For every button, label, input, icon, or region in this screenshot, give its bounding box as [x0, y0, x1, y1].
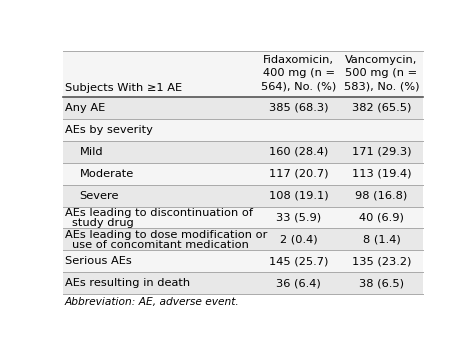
Text: Serious AEs: Serious AEs — [65, 256, 131, 266]
Text: 400 mg (n =: 400 mg (n = — [263, 68, 335, 78]
Text: 40 (6.9): 40 (6.9) — [359, 212, 404, 223]
Text: 382 (65.5): 382 (65.5) — [352, 103, 411, 113]
Text: 2 (0.4): 2 (0.4) — [280, 234, 318, 244]
Text: 564), No. (%): 564), No. (%) — [261, 81, 337, 91]
Text: 171 (29.3): 171 (29.3) — [352, 147, 411, 157]
Text: 98 (16.8): 98 (16.8) — [356, 191, 408, 201]
Text: AEs leading to dose modification or: AEs leading to dose modification or — [65, 230, 267, 240]
Text: Mild: Mild — [80, 147, 103, 157]
Text: AEs leading to discontinuation of: AEs leading to discontinuation of — [65, 208, 253, 218]
Text: 8 (1.4): 8 (1.4) — [363, 234, 401, 244]
Bar — [63, 250, 423, 272]
Text: 385 (68.3): 385 (68.3) — [269, 103, 328, 113]
Text: 33 (5.9): 33 (5.9) — [276, 212, 321, 223]
Text: 583), No. (%): 583), No. (%) — [344, 81, 419, 91]
Text: 160 (28.4): 160 (28.4) — [269, 147, 328, 157]
Text: Vancomycin,: Vancomycin, — [346, 55, 418, 65]
Text: 500 mg (n =: 500 mg (n = — [346, 68, 418, 78]
Text: 108 (19.1): 108 (19.1) — [269, 191, 328, 201]
Text: Abbreviation: AE, adverse event.: Abbreviation: AE, adverse event. — [65, 297, 239, 307]
Text: Severe: Severe — [80, 191, 119, 201]
Text: 36 (6.4): 36 (6.4) — [276, 278, 321, 288]
Text: use of concomitant medication: use of concomitant medication — [72, 240, 249, 250]
Bar — [63, 272, 423, 294]
Text: 113 (19.4): 113 (19.4) — [352, 169, 411, 179]
Text: 38 (6.5): 38 (6.5) — [359, 278, 404, 288]
Bar — [63, 207, 423, 228]
Bar — [63, 97, 423, 119]
Bar — [63, 119, 423, 141]
Text: 145 (25.7): 145 (25.7) — [269, 256, 328, 266]
Text: 117 (20.7): 117 (20.7) — [269, 169, 328, 179]
Text: Moderate: Moderate — [80, 169, 134, 179]
Bar — [63, 228, 423, 250]
Text: AEs resulting in death: AEs resulting in death — [65, 278, 190, 288]
Text: study drug: study drug — [72, 218, 134, 228]
Text: Any AE: Any AE — [65, 103, 105, 113]
Text: 135 (23.2): 135 (23.2) — [352, 256, 411, 266]
Text: Fidaxomicin,: Fidaxomicin, — [263, 55, 334, 65]
Bar — [63, 141, 423, 163]
Text: AEs by severity: AEs by severity — [65, 125, 153, 135]
Bar — [63, 163, 423, 185]
Text: Subjects With ≥1 AE: Subjects With ≥1 AE — [65, 83, 182, 93]
Bar — [63, 185, 423, 207]
